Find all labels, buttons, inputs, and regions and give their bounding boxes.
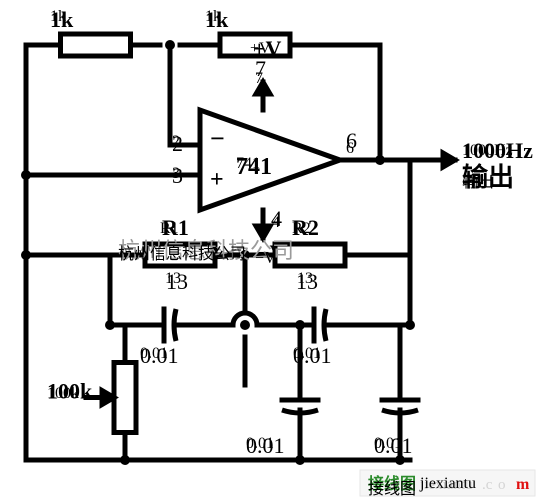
svg-text:2: 2 <box>172 131 183 156</box>
svg-text:1000Hz: 1000Hz <box>462 138 533 163</box>
svg-text:0.01: 0.01 <box>374 433 413 458</box>
svg-text:3: 3 <box>172 163 183 188</box>
svg-text:+: + <box>210 167 224 193</box>
svg-text:1k: 1k <box>205 7 229 32</box>
svg-text:100k: 100k <box>47 379 93 404</box>
svg-text:m: m <box>516 476 530 493</box>
svg-text:1k: 1k <box>50 7 74 32</box>
svg-text:13: 13 <box>166 269 188 294</box>
svg-text:−: − <box>210 124 225 153</box>
svg-text:0.01: 0.01 <box>140 343 179 368</box>
svg-text:R2: R2 <box>292 215 319 240</box>
svg-text:杭州信息科技公司: 杭州信息科技公司 <box>118 238 294 263</box>
svg-text:R1: R1 <box>162 215 189 240</box>
svg-text:jiexiantu: jiexiantu <box>419 477 473 493</box>
svg-text:741: 741 <box>236 154 272 180</box>
svg-text:.c: .c <box>482 477 493 493</box>
svg-text:13: 13 <box>296 269 318 294</box>
svg-text:6: 6 <box>346 128 357 153</box>
svg-text:o: o <box>498 477 506 493</box>
svg-text:4: 4 <box>271 206 282 231</box>
svg-text:接线图: 接线图 <box>368 474 416 493</box>
svg-text:+V: +V <box>253 36 282 61</box>
svg-text:0.01: 0.01 <box>246 433 285 458</box>
svg-text:输出: 输出 <box>462 162 514 192</box>
